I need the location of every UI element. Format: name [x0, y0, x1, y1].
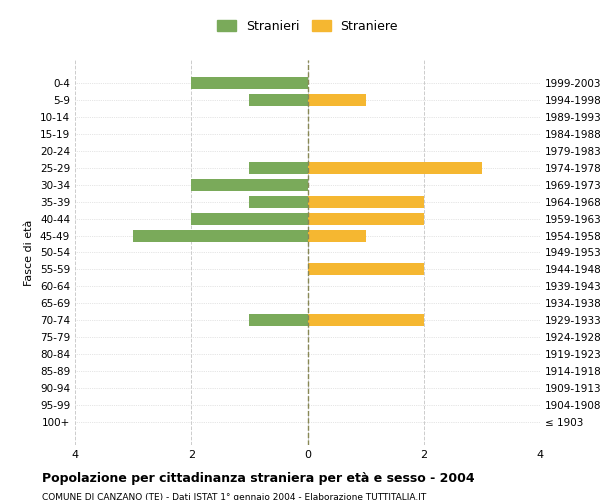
- Legend: Stranieri, Straniere: Stranieri, Straniere: [213, 16, 402, 36]
- Bar: [308, 162, 482, 174]
- Y-axis label: Fasce di età: Fasce di età: [25, 220, 34, 286]
- Bar: [308, 213, 424, 224]
- Bar: [191, 179, 308, 191]
- Bar: [250, 162, 308, 174]
- Bar: [308, 314, 424, 326]
- Bar: [308, 264, 424, 276]
- Bar: [250, 94, 308, 106]
- Bar: [250, 314, 308, 326]
- Bar: [308, 94, 365, 106]
- Bar: [133, 230, 308, 241]
- Bar: [191, 78, 308, 90]
- Bar: [308, 196, 424, 207]
- Bar: [250, 196, 308, 207]
- Text: Popolazione per cittadinanza straniera per età e sesso - 2004: Popolazione per cittadinanza straniera p…: [42, 472, 475, 485]
- Text: COMUNE DI CANZANO (TE) - Dati ISTAT 1° gennaio 2004 - Elaborazione TUTTITALIA.IT: COMUNE DI CANZANO (TE) - Dati ISTAT 1° g…: [42, 494, 426, 500]
- Bar: [308, 230, 365, 241]
- Bar: [191, 213, 308, 224]
